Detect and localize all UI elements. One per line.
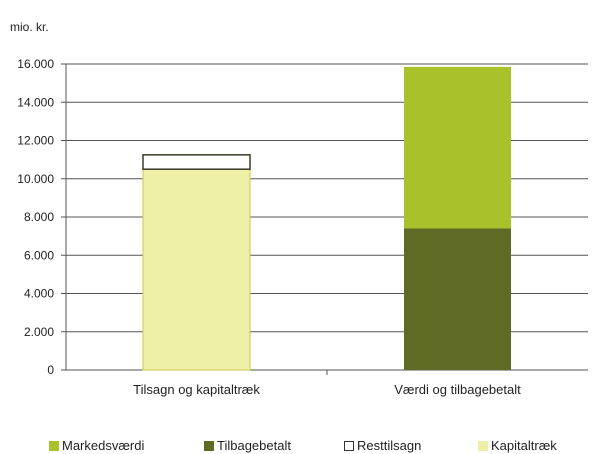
legend-label: Tilbagebetalt bbox=[217, 438, 291, 453]
legend-item: Tilbagebetalt bbox=[204, 438, 291, 453]
y-tick-label: 6.000 bbox=[24, 248, 54, 262]
y-tick-label: 16.000 bbox=[17, 57, 54, 71]
stacked-bar-chart: 0 2.000 4.000 6.000 8.000 10.000 12.000 14.000 1… bbox=[17, 57, 588, 397]
y-tick-label: 8.000 bbox=[24, 210, 54, 224]
legend-item: Kapitaltræk bbox=[478, 438, 557, 453]
legend-swatch bbox=[478, 440, 488, 451]
y-tick-label: 0 bbox=[47, 363, 54, 377]
legend-label: Markedsværdi bbox=[62, 438, 145, 453]
legend-item: Markedsværdi bbox=[49, 438, 144, 453]
y-tick-label: 14.000 bbox=[17, 95, 54, 109]
y-axis-unit-label: mio. kr. bbox=[10, 20, 49, 34]
bar-segment-markedsværdi bbox=[403, 66, 512, 229]
x-category-label: Værdi og tilbagebetalt bbox=[394, 382, 521, 397]
bar-segment-kapitaltræk bbox=[142, 168, 251, 371]
legend-swatch bbox=[204, 440, 214, 451]
y-tick-label: 10.000 bbox=[17, 172, 54, 186]
y-tick-label: 2.000 bbox=[24, 325, 54, 339]
chart-legend: Markedsværdi Tilbagebetalt Resttilsagn Kapi… bbox=[0, 438, 598, 454]
legend-item: Resttilsagn bbox=[344, 438, 421, 453]
legend-swatch bbox=[344, 440, 354, 451]
legend-label: Kapitaltræk bbox=[491, 438, 557, 453]
x-category-label: Tilsagn og kapitaltræk bbox=[133, 382, 260, 397]
bar-segment-tilbagebetalt bbox=[403, 228, 512, 370]
y-tick-label: 4.000 bbox=[24, 287, 54, 301]
y-tick-label: 12.000 bbox=[17, 134, 54, 148]
bar-segment-resttilsagn bbox=[142, 154, 251, 170]
legend-swatch bbox=[49, 440, 59, 451]
legend-label: Resttilsagn bbox=[357, 438, 422, 453]
